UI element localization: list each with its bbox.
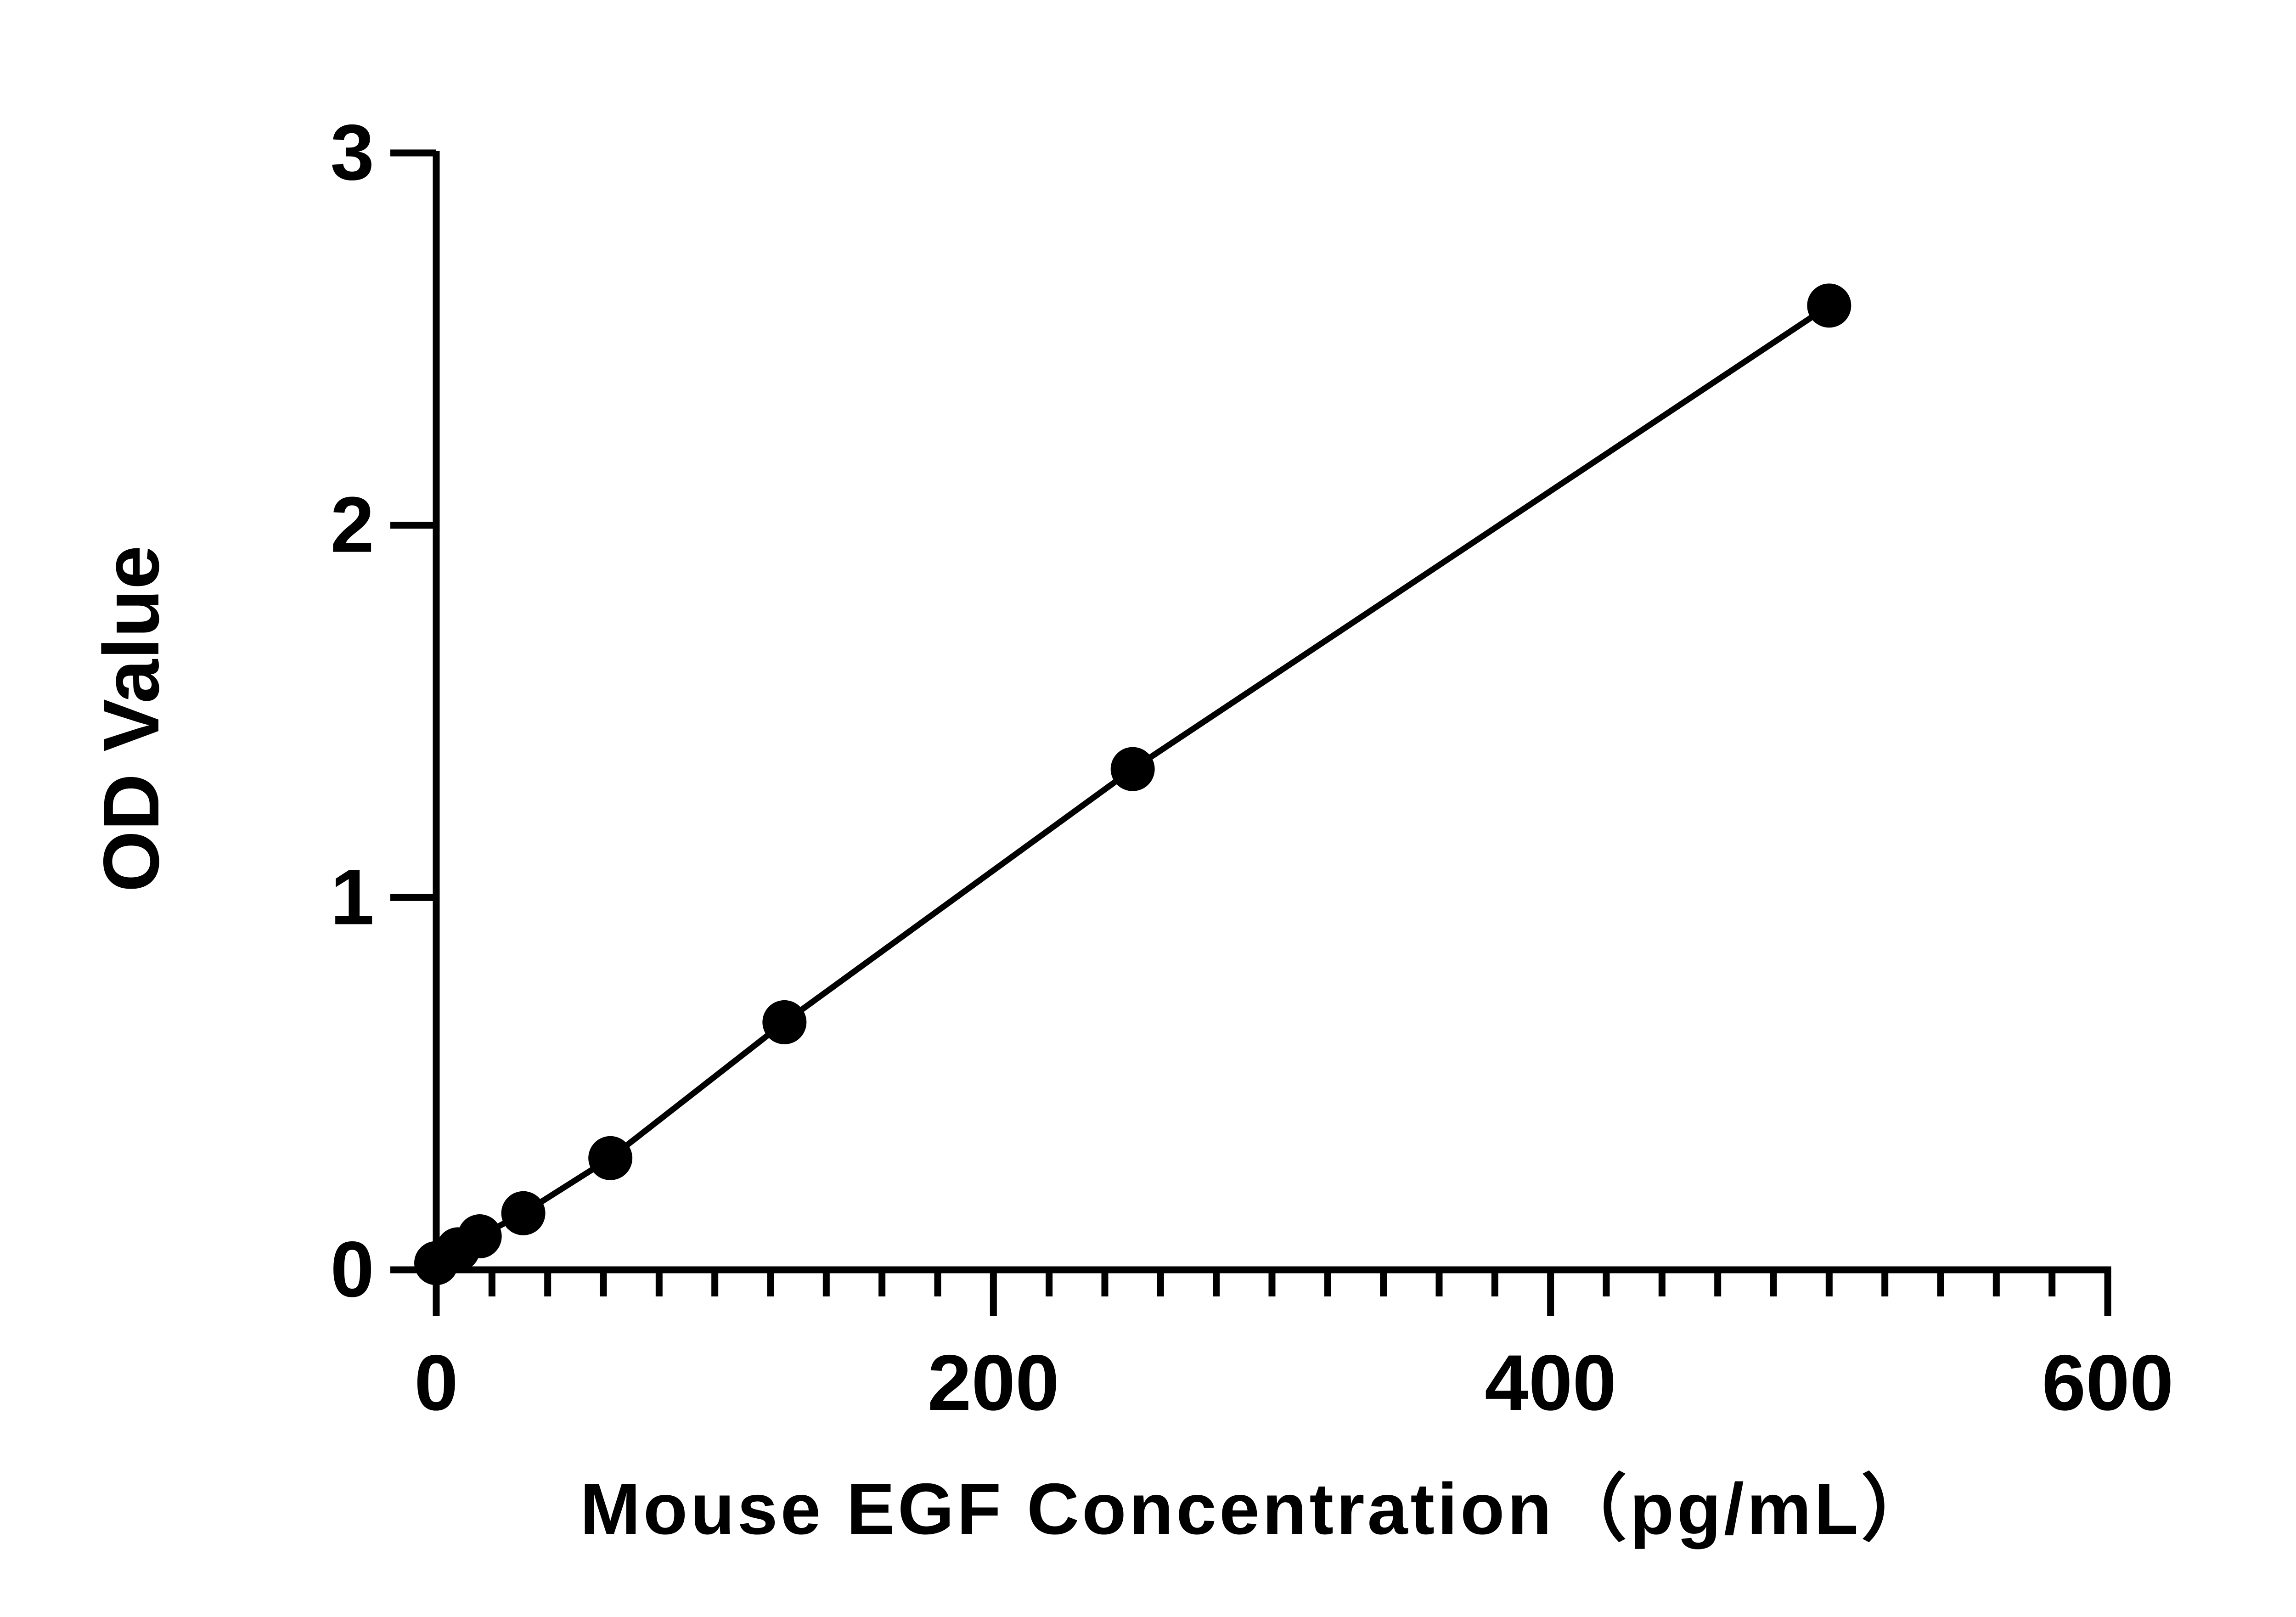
axes xyxy=(390,149,2111,1316)
data-point xyxy=(1110,747,1155,791)
data-point xyxy=(588,1136,633,1180)
data-point xyxy=(1807,283,1851,328)
y-tick-label: 3 xyxy=(330,108,374,197)
x-tick-label: 400 xyxy=(1485,1339,1616,1427)
y-tick-label: 1 xyxy=(330,853,374,941)
y-tick-label: 2 xyxy=(330,481,374,569)
x-tick-label: 0 xyxy=(414,1339,458,1427)
data-point xyxy=(501,1191,546,1235)
x-axis-title: Mouse EGF Concentration（pg/mL） xyxy=(580,1469,1936,1549)
data-point xyxy=(762,1000,807,1044)
x-tick-label: 200 xyxy=(928,1339,1059,1427)
data-point xyxy=(457,1214,502,1259)
axis-labels-layer: Mouse EGF Concentration（pg/mL） OD Value … xyxy=(87,108,2173,1549)
data-points-layer xyxy=(414,283,1851,1285)
y-axis-title: OD Value xyxy=(87,545,175,892)
y-tick-label: 0 xyxy=(330,1225,374,1313)
x-tick-label: 600 xyxy=(2042,1339,2174,1427)
